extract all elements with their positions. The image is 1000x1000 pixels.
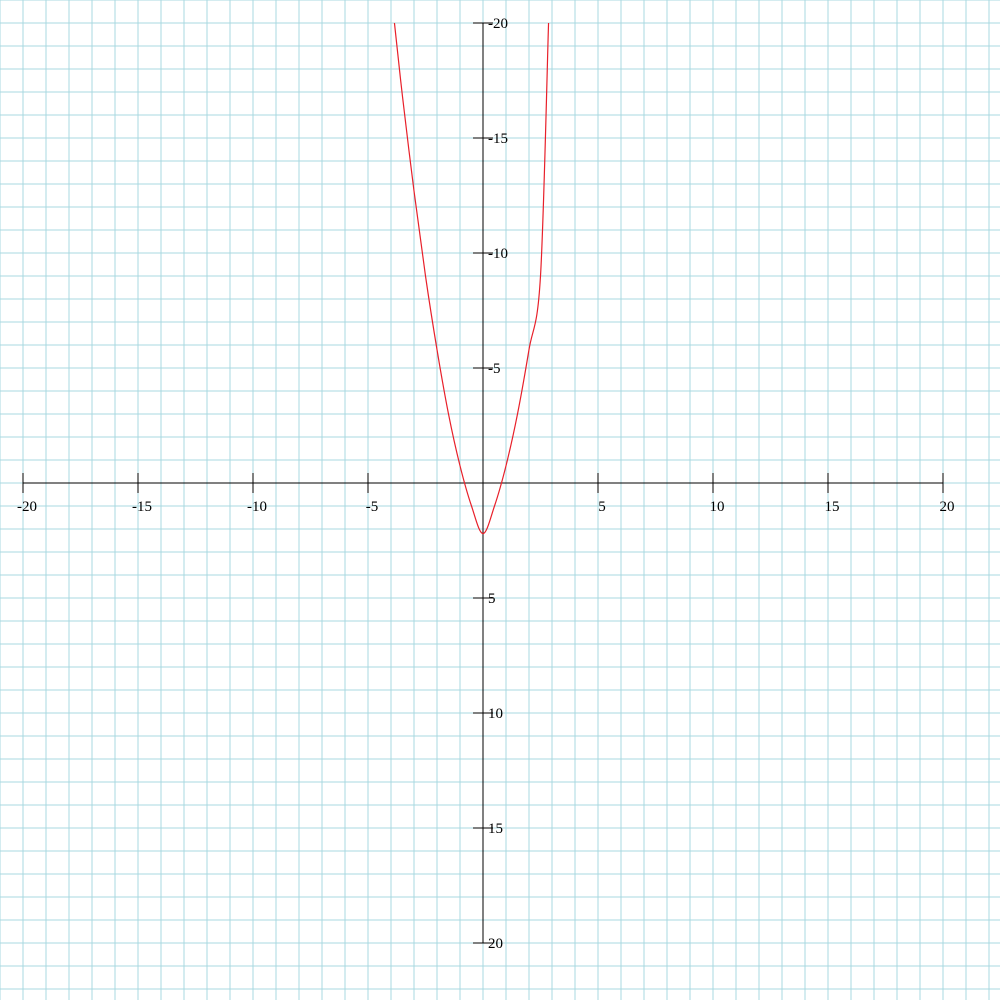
x-tick-label: 5 bbox=[598, 499, 606, 515]
tick-labels: -20 -15 -10 -5 5 10 15 20 -20 -15 -10 -5 5 10 15 20 bbox=[17, 16, 955, 952]
y-tick-label: -15 bbox=[488, 131, 508, 147]
curve-group bbox=[393, 22, 550, 535]
x-tick-label: -10 bbox=[247, 499, 267, 515]
y-tick-label: 5 bbox=[488, 591, 496, 607]
y-tick-label: 10 bbox=[488, 706, 503, 722]
x-tick-label: 20 bbox=[940, 499, 955, 515]
x-tick-label: -15 bbox=[132, 499, 152, 515]
x-tick-label: 10 bbox=[710, 499, 725, 515]
x-tick-label: 15 bbox=[825, 499, 840, 515]
parabola-curve bbox=[393, 22, 550, 535]
y-tick-label: -5 bbox=[488, 361, 501, 377]
y-tick-label: 20 bbox=[488, 936, 503, 952]
y-tick-label: -20 bbox=[488, 16, 508, 32]
y-tick-label: -10 bbox=[488, 246, 508, 262]
x-tick-label: -20 bbox=[17, 499, 37, 515]
axes bbox=[23, 23, 943, 943]
y-tick-label: 15 bbox=[488, 821, 503, 837]
axis-ticks bbox=[22, 22, 944, 944]
x-tick-label: -5 bbox=[366, 499, 379, 515]
